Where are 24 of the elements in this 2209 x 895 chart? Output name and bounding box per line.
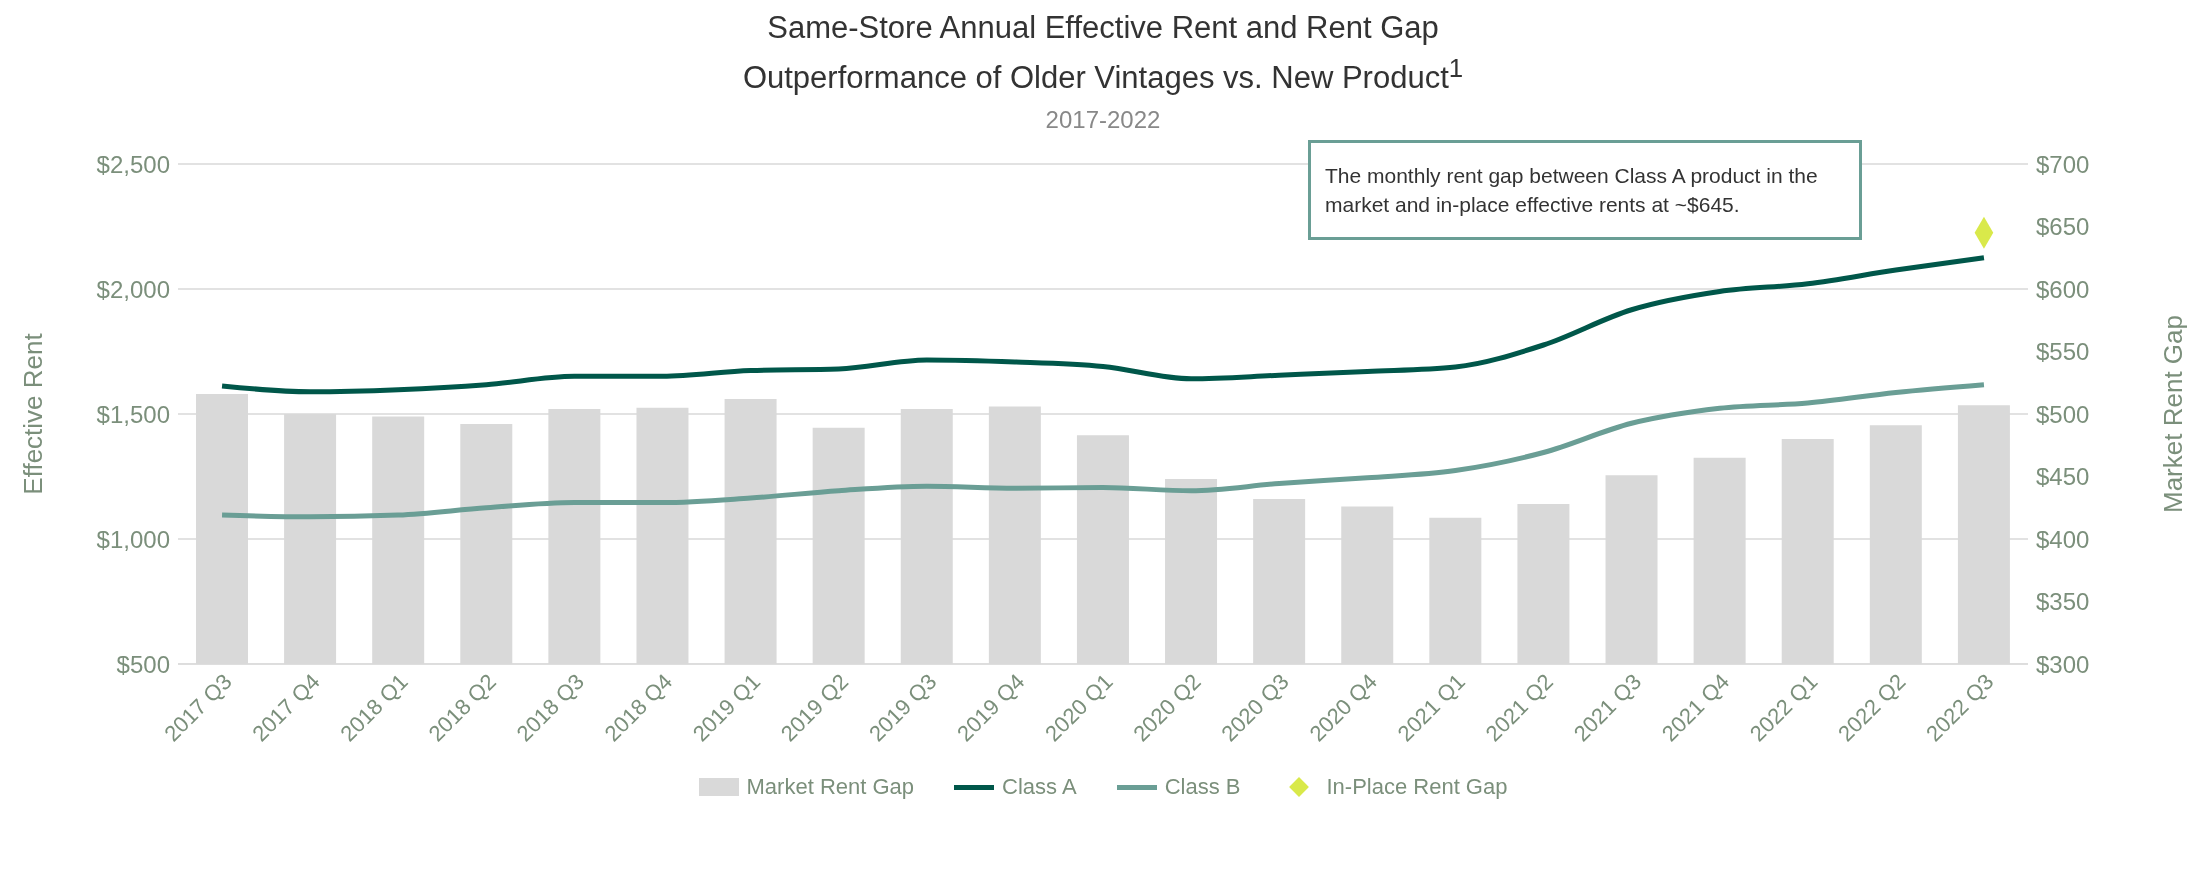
- y-axis-title: Effective Rent: [18, 332, 49, 496]
- y2-tick-label: $550: [2036, 338, 2090, 366]
- y2-tick-label: $450: [2036, 463, 2090, 491]
- legend-label: Market Rent Gap: [746, 774, 915, 801]
- y2-tick-label: $300: [2036, 650, 2090, 678]
- y2-tick-label: $650: [2036, 213, 2090, 241]
- legend-label: Class B: [1164, 774, 1241, 801]
- y-tick-label: $2,000: [96, 275, 170, 303]
- y-tick-label: $1,500: [96, 400, 170, 428]
- y2-tick-label: $700: [2036, 150, 2090, 178]
- y-tick-label: $500: [116, 650, 170, 678]
- y2-tick-label: $500: [2036, 400, 2090, 428]
- legend-label: In-Place Rent Gap: [1326, 774, 1508, 801]
- y2-tick-label: $400: [2036, 525, 2090, 553]
- y2-tick-label: $350: [2036, 588, 2090, 616]
- annotation: The monthly rent gap between Class A product in the market and in-place effective rents at ~$645.: [1325, 164, 1818, 217]
- y2-tick-label: $600: [2036, 275, 2090, 303]
- note-box: The monthly rent gap between Class A product in the market and in-place effective rents at ~$645.: [1308, 140, 1862, 241]
- chart-subtitle: 2017-2022: [1045, 106, 1161, 134]
- legend-label: Class A: [1002, 774, 1077, 801]
- chart-title: Same-Store Annual Effective Rent and Rent Gap Outperformance of Older Vintages vs. New Product$^{1}$: [742, 10, 1464, 96]
- y-tick-label: $1,000: [96, 525, 170, 553]
- y-tick-label: $2,500: [96, 150, 170, 178]
- y2-axis-title: Market Rent Gap: [2158, 315, 2189, 514]
